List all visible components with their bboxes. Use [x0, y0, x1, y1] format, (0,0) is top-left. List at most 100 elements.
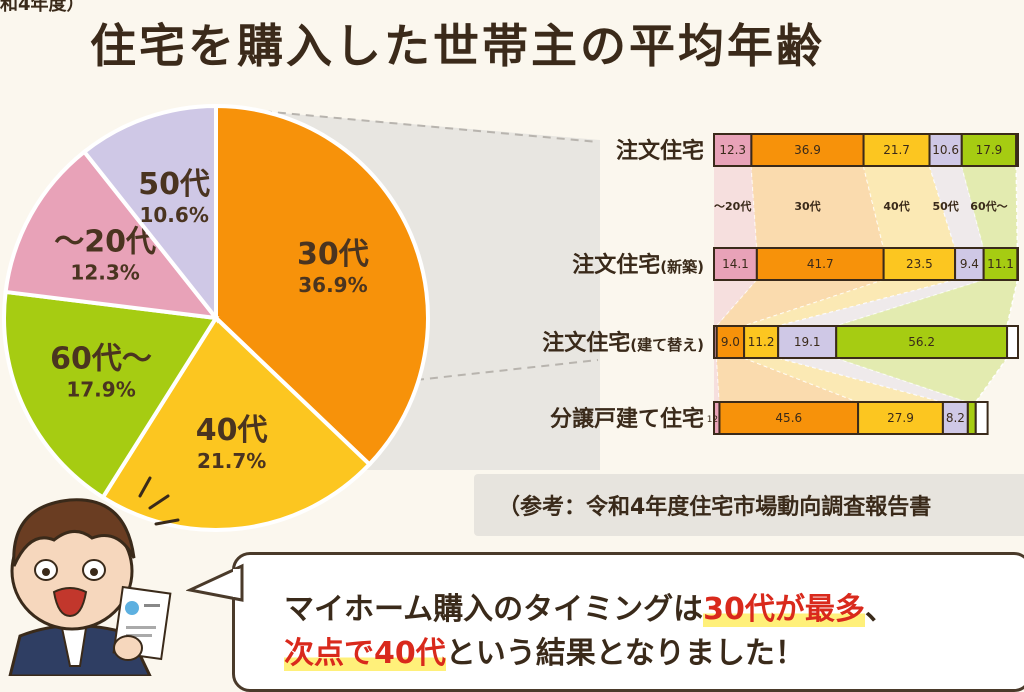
bar-segment-value: 8.2	[946, 411, 965, 425]
connector-band	[961, 166, 1018, 248]
pie-slice-percent: 10.6%	[139, 203, 208, 227]
bar-segment	[750, 133, 865, 167]
bar-segment	[713, 247, 758, 281]
connector-band	[744, 358, 943, 402]
bar-category-label: 分譲戸建て住宅	[550, 406, 704, 432]
connector-divider	[835, 279, 984, 327]
connector-band	[929, 166, 984, 248]
connector-band	[744, 280, 956, 326]
pie-slice-percent: 12.3%	[70, 261, 139, 285]
bar-segment-value: 23.5	[906, 257, 933, 271]
pie-slice	[100, 314, 373, 532]
bar-segment	[743, 325, 780, 359]
connector-band	[716, 280, 884, 326]
bar-segment	[857, 401, 944, 435]
bar-segment-value: 56.2	[908, 335, 935, 349]
bar-segment-value: 9.4	[960, 257, 979, 271]
pie-slice-percent: 17.9%	[66, 377, 135, 401]
pie-slice-label: ～20代	[54, 225, 156, 260]
connector-band	[751, 166, 884, 248]
pie-slice-label: 30代	[297, 237, 369, 272]
reference-text: （参考：令和4年度住宅市場動向調査報告書	[498, 495, 932, 520]
connector-divider	[1006, 279, 1019, 327]
connector-divider	[715, 357, 721, 403]
corner-note: 和4年度）	[0, 0, 85, 15]
connector-divider	[743, 279, 884, 327]
speech-line-1: マイホーム購入のタイミングは30代が最多、	[284, 584, 895, 628]
connector-divider	[928, 165, 956, 249]
connector-band	[836, 358, 1008, 402]
pie-slice-percent: 21.7%	[197, 449, 266, 473]
speech-line-2: 次点で40代という結果となりました！	[284, 628, 805, 672]
bar-segment-value: 27.9	[887, 411, 914, 425]
bar-segment-value: 10.6	[932, 143, 959, 157]
bar-segment	[835, 325, 1009, 359]
speech-highlight: 30代が最多	[703, 592, 865, 627]
connector-band	[778, 280, 984, 326]
connector-divider	[975, 357, 1008, 403]
pie-slice	[214, 103, 430, 468]
bar-segment	[715, 325, 746, 359]
connector-band	[863, 166, 956, 248]
zoom-line-bottom	[415, 359, 599, 381]
zoom-line-top	[249, 109, 599, 143]
connector-band	[714, 358, 720, 402]
age-group-header: 60代～	[970, 199, 1007, 213]
connector-divider	[777, 279, 956, 327]
page-title: 住宅を購入した世帯主の平均年齢	[90, 19, 825, 73]
pie-slice	[2, 289, 220, 501]
bar-segment-value: 11.2	[748, 335, 775, 349]
bar-segment	[941, 401, 969, 435]
bar-segment-value: 45.6	[775, 411, 802, 425]
connector-divider	[961, 165, 985, 249]
bar-segment-value: 14.1	[722, 257, 749, 271]
bar-segment-value: 19.1	[794, 335, 821, 349]
connector-band	[714, 166, 757, 248]
connector-divider	[862, 165, 885, 249]
bar-segment-value: 17.9	[976, 143, 1003, 157]
speech-text: という結果となりました！	[445, 636, 805, 671]
bar-segment	[974, 401, 989, 435]
pie-slice-percent: 36.9%	[298, 273, 367, 297]
bar-segment	[1015, 133, 1020, 167]
bar-category-label: 注文住宅(建て替え)	[542, 330, 704, 356]
speech-text: 、	[864, 592, 895, 627]
age-group-header: 50代	[932, 199, 958, 213]
bar-segment-value: 21.7	[883, 143, 910, 157]
pie-slice-label: 50代	[138, 167, 210, 202]
speech-highlight: 次点で40代	[284, 636, 446, 671]
bar-segment	[966, 401, 977, 435]
pie-slice-label: 40代	[196, 413, 268, 448]
chart-canvas: 30代36.9%40代21.7%60代～17.9%～20代12.3%50代10.…	[2, 103, 1020, 532]
bar-segment	[1016, 247, 1020, 281]
pie-slice	[3, 149, 221, 321]
pie-slice	[81, 103, 218, 324]
stacked-bar-chart: ～20代 30代 40代 50代 60代～ 12.3 36.9 21.7 10.6 17.9 注文住…	[542, 133, 1020, 435]
bar-segment-value: 11.1	[987, 257, 1014, 271]
connector-divider	[835, 357, 969, 403]
bar-segment	[960, 133, 1018, 167]
connector-band	[778, 358, 968, 402]
emphasis-lines-icon	[138, 476, 180, 526]
reference-box	[474, 474, 1024, 536]
pie-slice-label: 60代～	[50, 341, 152, 376]
connector-divider	[777, 357, 944, 403]
connector-divider	[743, 357, 859, 403]
connector-band	[716, 358, 859, 402]
bar-segment-value: 9.0	[721, 335, 740, 349]
bar-segment-value: 12.5	[707, 415, 727, 425]
speech-bubble-tail	[186, 563, 244, 602]
bar-segment-value: 41.7	[807, 257, 834, 271]
connector-divider	[716, 279, 758, 327]
speech-text: マイホーム購入のタイミングは	[284, 592, 704, 627]
bar-category-label: 注文住宅	[616, 138, 704, 164]
bar-segment-value: 12.3	[719, 143, 746, 157]
connector-band	[836, 280, 1018, 326]
bar-segment	[1006, 325, 1020, 359]
surprised-man-illustration	[8, 476, 180, 676]
bar-category-label: 注文住宅(新築)	[572, 252, 704, 278]
age-group-header: 30代	[794, 199, 820, 213]
bar-segment-value: 36.9	[794, 143, 821, 157]
age-group-header: 40代	[883, 199, 909, 213]
